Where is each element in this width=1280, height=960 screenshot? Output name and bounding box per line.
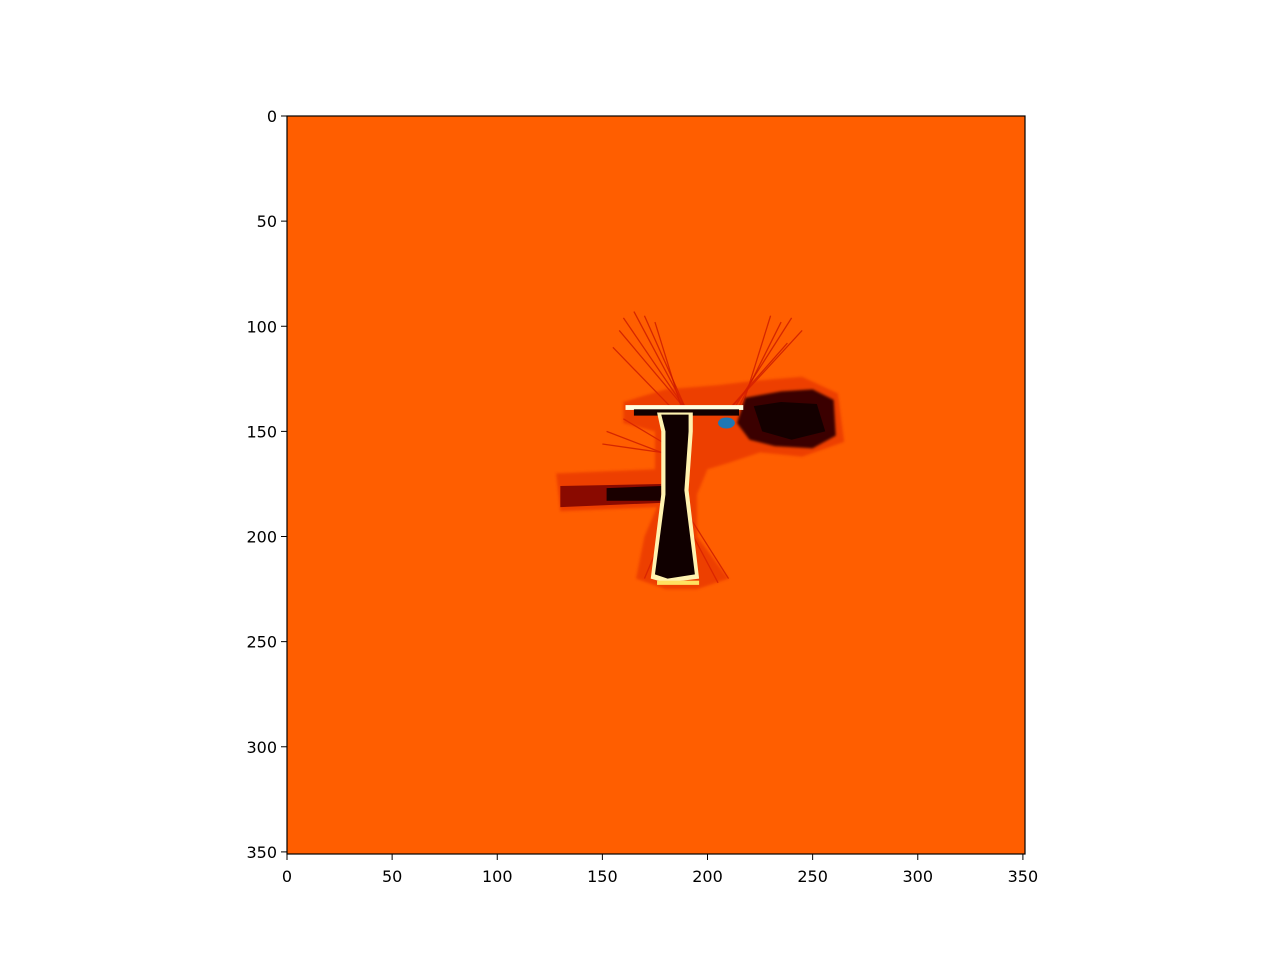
y-tick-label: 250 — [246, 633, 277, 652]
heatmap-image — [287, 116, 1025, 854]
axis-ticks: 0 50 100 150 200 250 300 350 0 50 100 150 200 250 300 3… — [246, 107, 1038, 886]
axes-frame — [286, 115, 1026, 855]
x-tick-label: 200 — [692, 867, 723, 886]
x-tick-label: 50 — [382, 867, 402, 886]
corridor-vertical — [654, 414, 695, 579]
x-tick-label: 0 — [282, 867, 292, 886]
y-tick-label: 150 — [246, 422, 277, 441]
corridor-top — [633, 409, 740, 416]
y-tick-label: 350 — [246, 843, 277, 862]
y-tick-label: 300 — [246, 738, 277, 757]
dark-region-right-core — [753, 401, 826, 440]
x-tick-label: 300 — [902, 867, 933, 886]
x-tick-label: 150 — [587, 867, 618, 886]
y-tick-label: 100 — [246, 317, 277, 336]
y-tick-label: 0 — [267, 107, 277, 126]
scan-ray — [602, 443, 662, 454]
corridor-left-branch — [606, 486, 662, 501]
scan-ray — [606, 430, 662, 454]
y-tick-label: 50 — [257, 212, 277, 231]
y-tick-label: 200 — [246, 528, 277, 547]
x-tick-label: 100 — [482, 867, 513, 886]
x-tick-label: 350 — [1008, 867, 1039, 886]
x-tick-label: 250 — [797, 867, 828, 886]
corridor-bottom-edge — [657, 580, 700, 585]
corridor-top-edge — [625, 405, 744, 410]
robot-marker — [718, 417, 735, 429]
